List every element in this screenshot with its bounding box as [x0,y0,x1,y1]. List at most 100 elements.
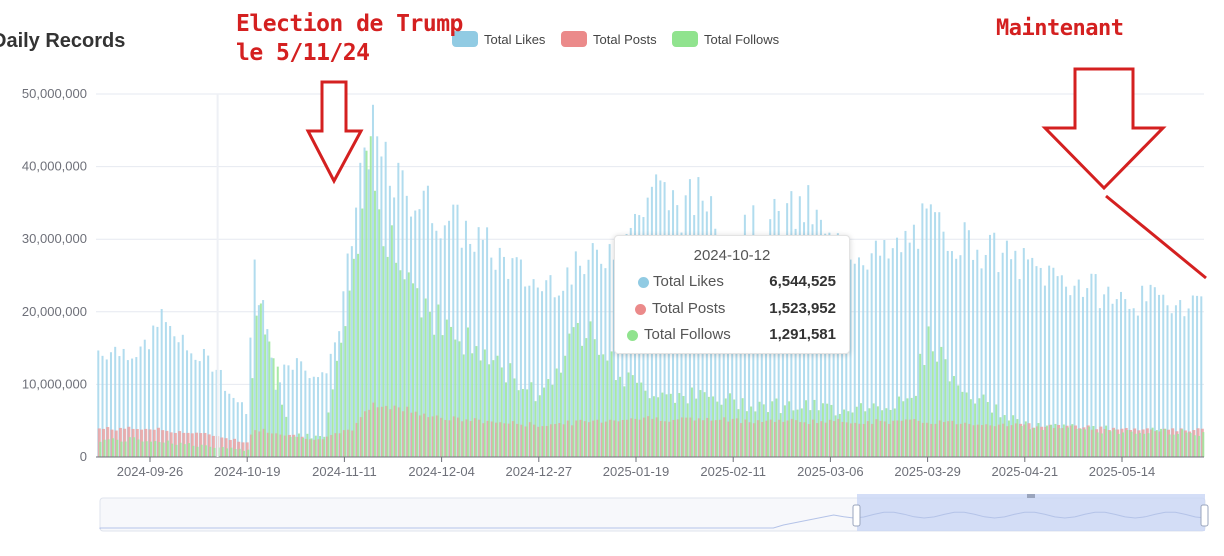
now-arrow [1041,67,1167,191]
bar-total-follows [796,409,799,457]
x-tick-label: 2025-03-06 [797,464,864,479]
bar-total-likes [997,272,1000,457]
bar-total-likes [439,238,442,457]
bar-total-follows [150,441,152,457]
bar-total-follows [902,401,905,457]
bar-total-follows [851,412,854,457]
tooltip-row-posts: Total Posts 1,523,952 [615,300,849,320]
bar-total-follows [974,403,977,457]
bar-total-follows [910,397,913,457]
bar-total-likes [481,239,484,457]
bar-total-follows [538,395,541,457]
bar-total-follows [462,354,465,457]
bar-total-follows [268,341,271,457]
bar-total-likes [1027,259,1030,457]
tooltip-label-posts: Total Posts [652,300,726,317]
bar-total-likes [219,369,222,457]
bar-total-likes [211,371,214,457]
bar-total-likes [549,275,552,457]
legend-swatch-follows [672,31,698,47]
bar-total-follows [302,437,305,457]
bar-total-follows [420,317,423,457]
x-tick-label: 2024-10-19 [214,464,281,479]
bar-total-likes [338,331,341,457]
bar-total-follows [961,391,964,457]
bar-total-follows [982,394,985,457]
bar-total-follows [665,394,668,457]
bar-total-follows [166,440,169,457]
legend-item-follows[interactable]: Total Follows [672,31,779,47]
bar-total-follows [479,360,482,457]
bar-total-follows [813,399,816,457]
bar-total-likes [304,370,307,457]
bar-total-likes [904,230,907,457]
bar-total-likes [498,247,501,457]
bar-total-follows [255,315,258,457]
bar-total-follows [940,346,943,457]
bar-total-follows [995,404,998,457]
bar-total-follows [762,404,765,457]
legend-item-posts[interactable]: Total Posts [561,31,657,47]
bar-total-follows [437,304,440,457]
bar-total-likes [160,309,163,457]
bar-total-follows [433,334,436,457]
bar-total-follows [373,190,376,457]
election-annotation-line2: le 5/11/24 [236,40,370,66]
bar-total-likes [1196,295,1199,457]
x-tick-label: 2025-02-11 [700,464,766,479]
bar-total-likes [376,136,379,457]
bar-total-follows [175,444,178,457]
bar-total-likes [456,204,459,457]
bar-total-likes [253,259,256,457]
bar-total-follows [876,406,879,457]
bar-total-follows [1007,420,1010,457]
bar-total-likes [870,253,873,457]
bar-total-follows [855,406,858,457]
bar-total-likes [511,258,514,457]
election-annotation: Election de Trump le 5/11/24 [236,10,463,68]
bar-total-likes [452,204,455,457]
bar-total-likes [283,364,286,457]
bar-total-posts [203,432,207,457]
bar-total-follows [893,408,896,457]
bar-total-likes [1022,248,1025,457]
bar-total-follows [724,398,727,457]
bar-total-follows [986,402,989,457]
bar-total-follows [390,225,393,457]
bar-total-likes [1014,250,1017,457]
bar-total-likes [266,329,269,457]
y-tick-label: 0 [80,449,87,464]
bar-total-likes [929,204,932,457]
bar-total-likes [1005,240,1008,457]
bar-total-likes [557,295,560,457]
bar-total-follows [466,327,469,457]
bar-total-follows [872,403,875,457]
bar-total-likes [600,263,603,457]
bar-total-follows [1185,432,1188,457]
x-tick-label: 2025-03-29 [894,464,961,479]
bar-total-likes [536,287,539,457]
bar-total-follows [500,367,503,457]
bar-total-likes [262,300,265,457]
bar-total-likes [874,240,877,457]
bar-total-likes [177,342,180,457]
bar-total-likes [908,242,911,457]
bar-total-follows [957,385,960,457]
bar-total-follows [276,366,279,457]
bar-total-likes [410,216,413,457]
bar-total-likes [232,397,235,457]
bar-total-follows [1016,419,1019,457]
bar-total-likes [528,285,531,457]
bar-total-follows [137,439,140,457]
bar-total-likes [1001,252,1004,457]
bar-total-follows [1079,428,1082,457]
bar-total-follows [754,411,757,457]
legend-item-likes[interactable]: Total Likes [452,31,545,47]
bar-total-likes [1170,313,1173,457]
bar-total-likes [1183,316,1186,457]
bar-total-likes [350,246,353,457]
bar-total-follows [1037,423,1040,457]
bar-total-likes [1060,275,1063,457]
y-tick-label: 20,000,000 [22,304,87,319]
bar-total-follows [399,270,402,457]
